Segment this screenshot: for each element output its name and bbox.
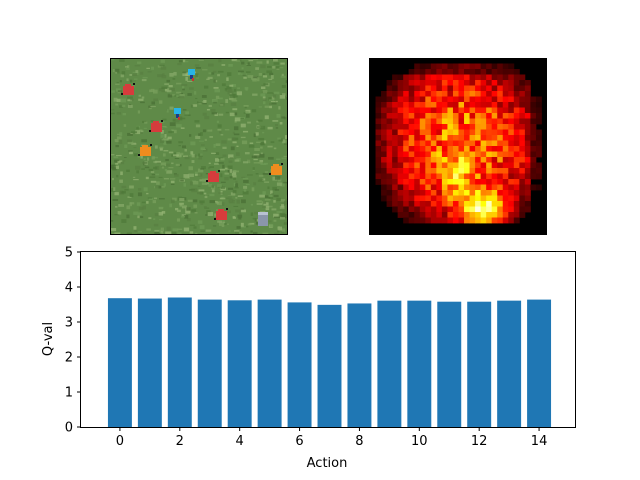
x-tick-label: 10: [411, 434, 428, 449]
game-frame-panel: [110, 58, 288, 235]
game-frame-border: [110, 58, 288, 235]
x-tick-label: 4: [236, 434, 244, 449]
enemy-unit-icon: [206, 170, 220, 182]
bar-action-3: [197, 299, 222, 427]
y-tick-label: 2: [65, 351, 73, 366]
x-tick-label: 6: [295, 434, 303, 449]
agent-unit-icon: [174, 108, 181, 120]
y-tick-label: 4: [65, 281, 73, 296]
bar-action-6: [287, 302, 312, 427]
y-tick-label: 3: [65, 316, 73, 331]
bar-action-9: [377, 300, 402, 427]
x-tick-label: 2: [176, 434, 184, 449]
x-tick-label: 12: [471, 434, 488, 449]
saliency-map-border: [369, 58, 547, 235]
bars-group: [107, 297, 552, 427]
bar-action-0: [107, 298, 132, 427]
enemy-unit-icon: [149, 120, 163, 132]
x-tick-label: 14: [531, 434, 548, 449]
enemy-unit-icon: [269, 163, 283, 175]
structure-icon: [258, 212, 268, 226]
saliency-map-panel: [369, 58, 547, 235]
bar-action-7: [317, 304, 342, 427]
plot-frame: [80, 251, 576, 428]
y-axis-label: Q-val: [41, 322, 56, 356]
x-axis-label: Action: [307, 456, 348, 471]
enemy-unit-icon: [138, 144, 152, 156]
game-frame-content: [110, 58, 287, 234]
enemy-unit-icon: [121, 83, 135, 95]
saliency-map-content: [370, 58, 547, 234]
y-tick-label: 1: [65, 386, 73, 401]
agent-unit-icon: [188, 69, 195, 81]
bar-action-11: [437, 301, 462, 427]
bar-action-2: [167, 297, 192, 427]
x-tick-label: 0: [116, 434, 124, 449]
bar-action-5: [257, 299, 282, 427]
bar-action-13: [497, 300, 522, 427]
bar-action-8: [347, 303, 372, 427]
bar-action-4: [227, 300, 252, 427]
bar-action-12: [467, 301, 492, 427]
x-tick-label: 8: [355, 434, 363, 449]
y-tick-label: 5: [65, 246, 73, 261]
grass-background: [110, 58, 287, 234]
bar-action-1: [137, 298, 162, 427]
y-axis-ticks: 0 1 2 3 4 5: [65, 246, 81, 436]
y-tick-label: 0: [65, 421, 73, 436]
bar-action-10: [407, 300, 432, 427]
bar-action-14: [527, 299, 552, 427]
x-axis-ticks: 0 2 4 6 8 10 12 14: [116, 427, 548, 449]
grass-texture: [110, 58, 287, 234]
heatmap-cells: [375, 63, 542, 224]
enemy-unit-icon: [214, 208, 228, 220]
